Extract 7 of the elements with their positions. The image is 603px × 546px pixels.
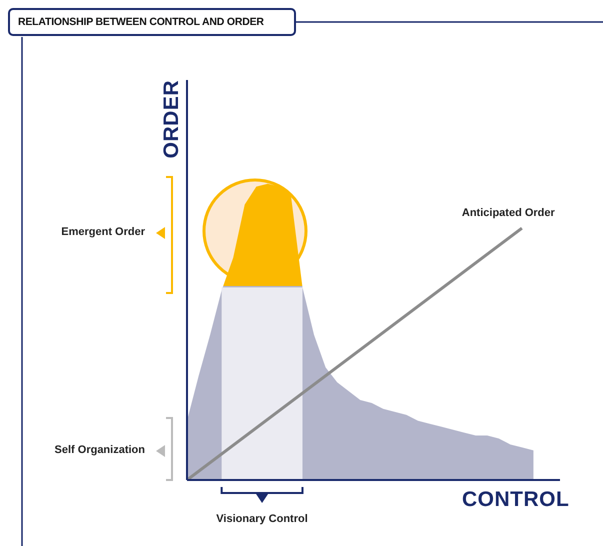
series-label: Anticipated Order xyxy=(462,207,556,220)
text: Emergent Order xyxy=(60,226,145,238)
chart-title: RELATIONSHIP BETWEEN CONTROL AND ORDER xyxy=(8,8,296,36)
text: Visionary Control xyxy=(215,513,309,525)
text: Self Organization xyxy=(54,444,145,456)
y-axis-title: ORDER xyxy=(160,80,184,158)
x-axis-title: CONTROL xyxy=(462,488,570,512)
